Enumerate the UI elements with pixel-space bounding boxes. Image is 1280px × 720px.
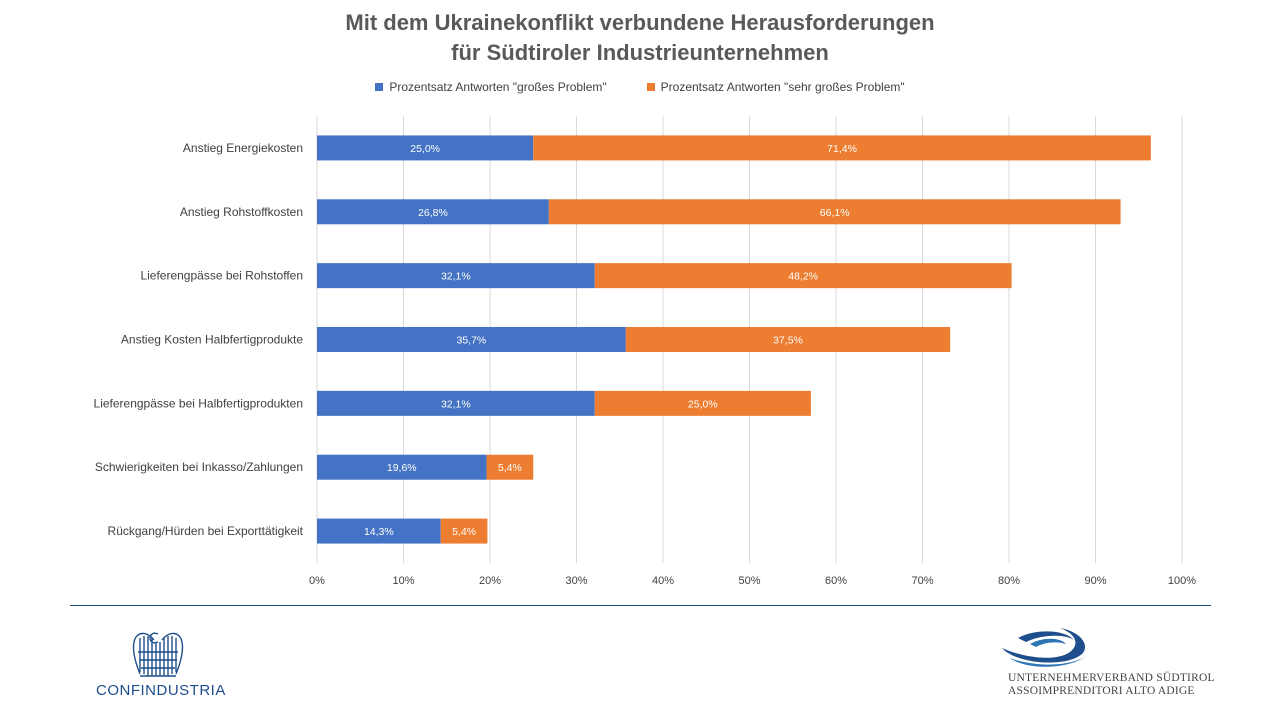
category-label: Anstieg Rohstoffkosten [180, 205, 303, 219]
eagle-emblem-icon [132, 632, 184, 677]
x-tick-label: 90% [1084, 575, 1106, 587]
legend-swatch-series-1 [375, 83, 384, 91]
bar-segment-series-1 [317, 390, 595, 416]
bar-segment-series-1 [317, 327, 626, 352]
chart-title: Mit dem Ukrainekonflikt verbundene Herau… [0, 8, 1280, 68]
data-label: 26,8% [418, 207, 448, 219]
chart-title-line-2: für Südtiroler Industrieunternehmen [451, 40, 829, 65]
bars: 25,0% 71,4% 26,8% 66,1% 32,1% 48,2% 35,7% 37,5%… [317, 135, 1151, 544]
bar-segment-series-2 [594, 263, 1012, 289]
legend-label-series-2: Prozentsatz Antworten "sehr großes Probl… [660, 80, 905, 94]
category-label: Lieferengpässe bei Rohstoffen [140, 269, 303, 283]
category-label: Anstieg Energiekosten [183, 141, 303, 155]
x-tick-label: 80% [998, 575, 1020, 587]
bar-segment-series-1 [317, 518, 441, 544]
legend-item-series-2: Prozentsatz Antworten "sehr großes Probl… [646, 80, 905, 94]
data-label: 66,1% [820, 207, 850, 219]
data-label: 32,1% [441, 271, 471, 283]
x-tick-label: 50% [738, 575, 760, 587]
x-tick-label: 100% [1168, 575, 1196, 587]
data-label: 25,0% [410, 143, 440, 155]
chart-legend: Prozentsatz Antworten "großes Problem" P… [0, 80, 1280, 94]
bar-segment-series-2 [594, 390, 811, 416]
data-label: 32,1% [441, 398, 471, 410]
bar-segment-series-2 [440, 518, 488, 544]
association-name-it: ASSOIMPRENDITORI ALTO ADIGE [1008, 685, 1195, 697]
bar-segment-series-1 [317, 263, 595, 289]
x-tick-label: 20% [479, 575, 501, 587]
data-label: 14,3% [364, 526, 394, 538]
category-label: Rückgang/Hürden bei Exporttätigkeit [108, 524, 304, 538]
data-label: 19,6% [387, 462, 417, 474]
x-tick-label: 70% [911, 575, 933, 587]
association-name-de: UNTERNEHMERVERBAND SÜDTIROL [1008, 672, 1215, 684]
legend-item-series-1: Prozentsatz Antworten "großes Problem" [375, 80, 607, 94]
data-label: 25,0% [688, 398, 718, 410]
chart-title-line-1: Mit dem Ukrainekonflikt verbundene Herau… [345, 10, 935, 35]
legend-swatch-series-2 [646, 83, 655, 91]
bar-segment-series-1 [317, 199, 549, 225]
confindustria-logo: CONFINDUSTRIA [96, 628, 226, 702]
stacked-bar-chart: 25,0% 71,4% 26,8% 66,1% 32,1% 48,2% 35,7% 37,5%… [94, 116, 1196, 587]
x-tick-label: 30% [565, 575, 587, 587]
category-label: Schwierigkeiten bei Inkasso/Zahlungen [95, 460, 303, 474]
data-label: 5,4% [452, 526, 476, 538]
x-axis-ticks: 0% 10% 20% 30% 40% 50% 60% 70% 80% 90% 100% [309, 575, 1196, 587]
bar-segment-series-1 [317, 454, 487, 480]
data-label: 37,5% [773, 335, 803, 347]
data-label: 35,7% [457, 335, 487, 347]
data-label: 71,4% [827, 143, 857, 155]
bar-segment-series-1 [317, 135, 534, 161]
x-tick-label: 60% [825, 575, 847, 587]
bar-segment-series-2 [533, 135, 1151, 161]
data-label: 5,4% [498, 462, 522, 474]
unternehmerverband-logo: UNTERNEHMERVERBAND SÜDTIROL ASSOIMPRENDI… [996, 624, 1214, 700]
bar-segment-series-2 [625, 327, 951, 352]
category-label: Lieferengpässe bei Halbfertigprodukten [94, 396, 303, 410]
x-tick-label: 40% [652, 575, 674, 587]
legend-label-series-1: Prozentsatz Antworten "großes Problem" [389, 80, 607, 94]
x-tick-label: 0% [309, 575, 325, 587]
category-label: Anstieg Kosten Halbfertigprodukte [121, 333, 303, 347]
x-tick-label: 10% [392, 575, 414, 587]
bar-segment-series-2 [548, 199, 1121, 225]
footer-divider [70, 605, 1211, 606]
confindustria-wordmark: CONFINDUSTRIA [96, 682, 226, 699]
swirl-emblem-icon [1002, 628, 1086, 667]
category-labels: Anstieg Energiekosten Anstieg Rohstoffkos… [94, 141, 304, 538]
data-label: 48,2% [788, 271, 818, 283]
bar-segment-series-2 [486, 454, 534, 480]
